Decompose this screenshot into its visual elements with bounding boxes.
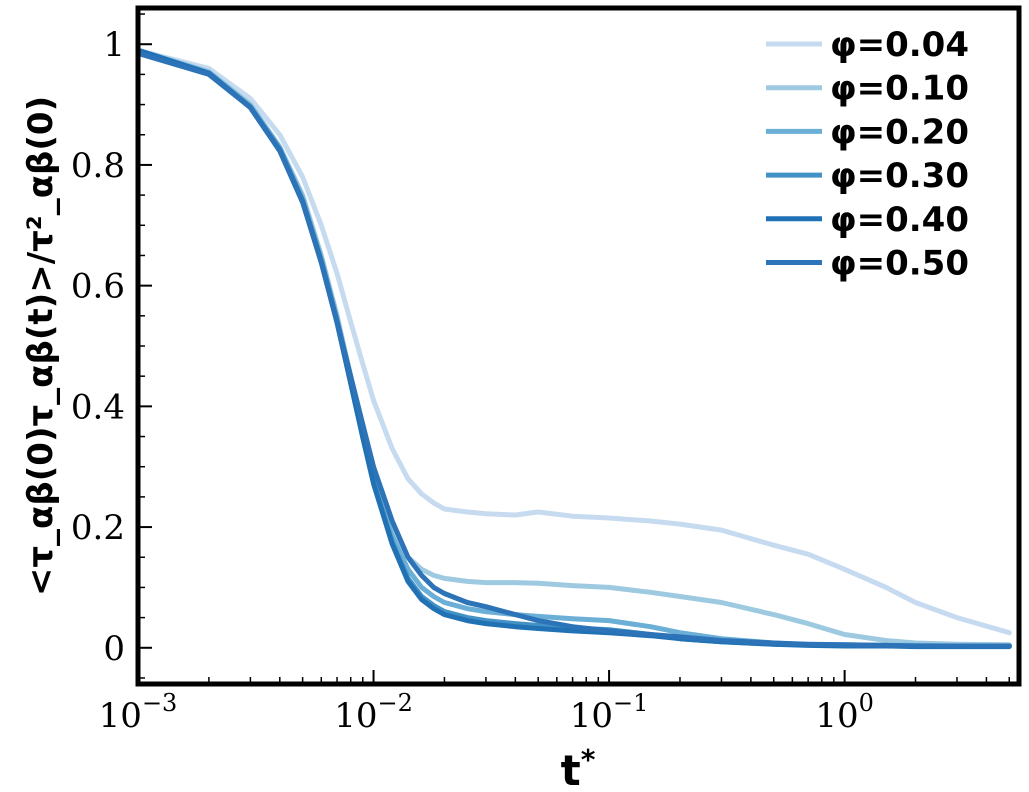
x-tick-label-0: 10−3 — [99, 689, 178, 736]
y-tick-label-3: 0.6 — [71, 267, 125, 307]
series-layer — [135, 47, 1012, 650]
legend-label-0: φ=0.04 — [830, 25, 969, 65]
y-tick-label-4: 0.8 — [71, 146, 125, 186]
x-axis-label: t* — [561, 743, 596, 792]
x-tick-label-3: 100 — [815, 689, 874, 736]
legend-label-2: φ=0.20 — [830, 112, 969, 152]
legend-label-5: φ=0.50 — [830, 244, 969, 284]
y-tick-label-5: 1 — [103, 25, 125, 65]
y-tick-label-2: 0.4 — [71, 387, 125, 427]
plot-frame — [135, 5, 1022, 687]
y-tick-label-0: 0 — [103, 629, 125, 669]
legend: φ=0.04φ=0.10φ=0.20φ=0.30φ=0.40φ=0.50 — [766, 25, 969, 284]
x-tick-label-2: 10−1 — [570, 689, 649, 736]
legend-label-3: φ=0.30 — [830, 156, 969, 196]
series-line-5 — [135, 50, 1012, 649]
ticks-layer: 10−3 10−2 10−1 100 0 0.2 0.4 0.6 0.8 1 — [71, 13, 1011, 736]
series-line-0 — [135, 47, 1012, 636]
y-tick-label-1: 0.2 — [71, 508, 125, 548]
legend-label-4: φ=0.40 — [830, 200, 969, 240]
legend-label-1: φ=0.10 — [830, 69, 969, 109]
y-axis-label: <τ_αβ(0)τ_αβ(t)>/τ²_αβ(0) — [21, 96, 61, 596]
x-tick-label-1: 10−2 — [334, 689, 413, 736]
